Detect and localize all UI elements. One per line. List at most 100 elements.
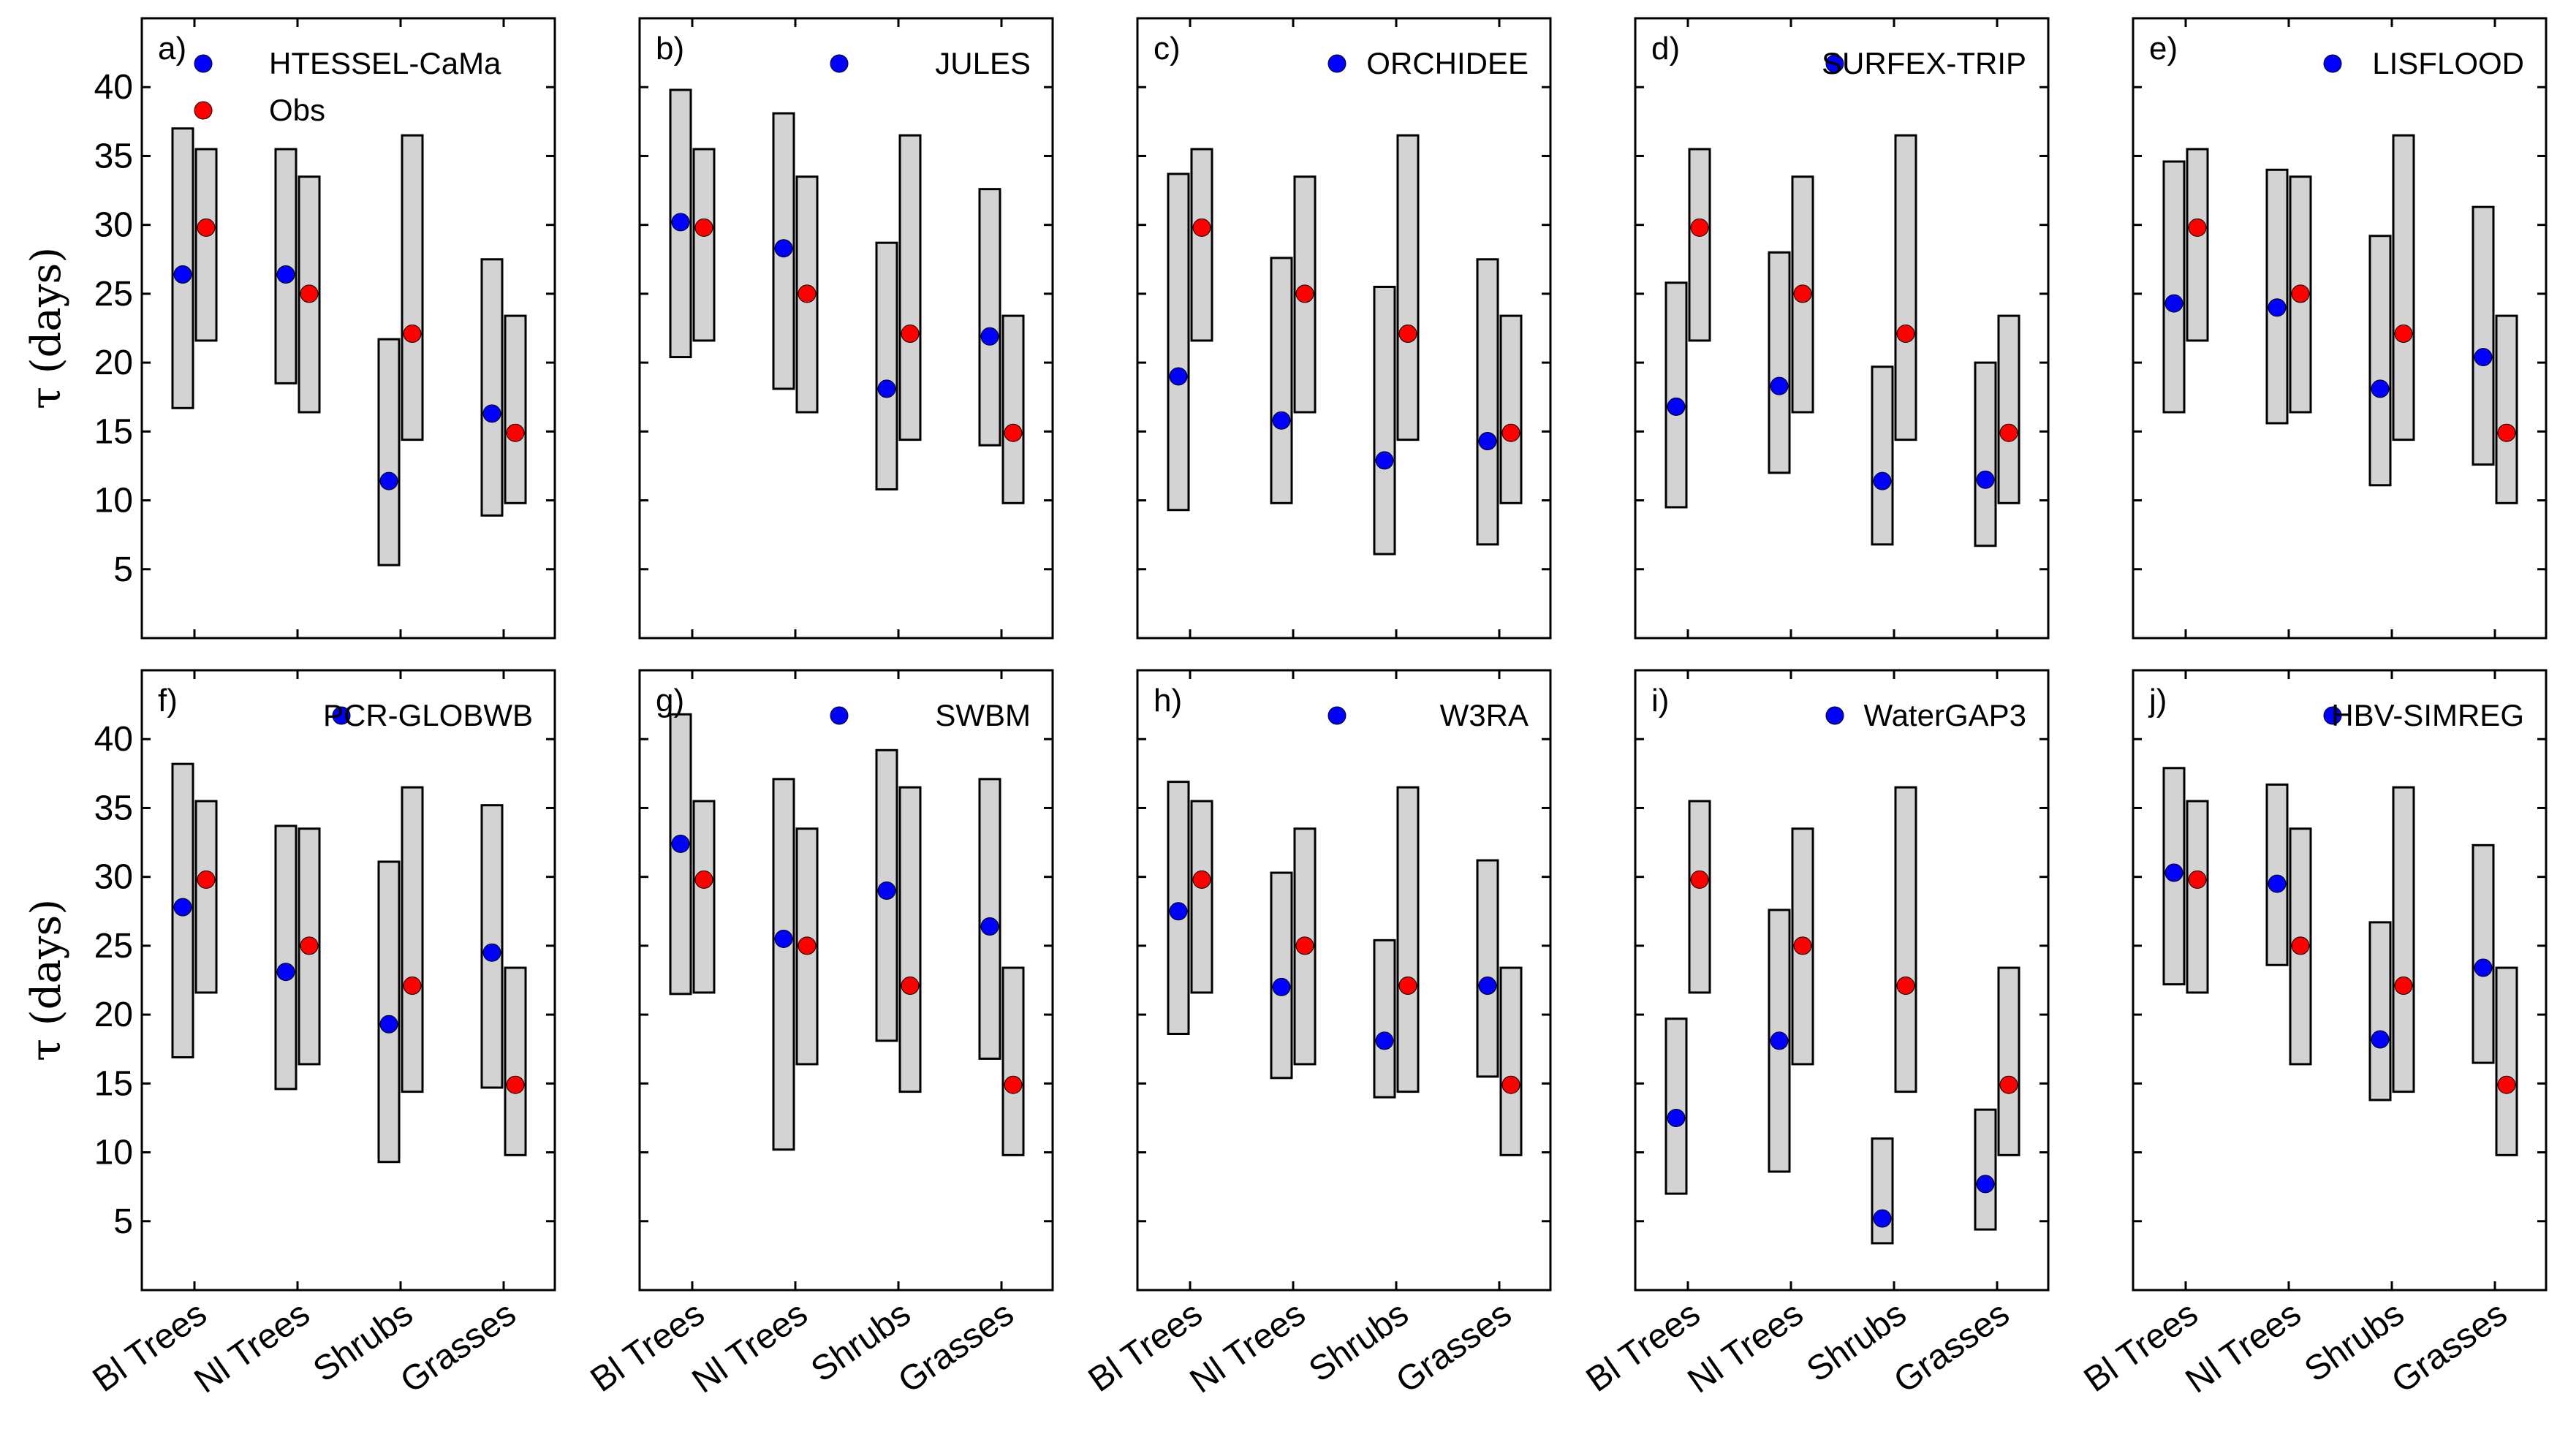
x-tick-label: Nl Trees [188, 1294, 317, 1401]
model-mean-point [774, 929, 793, 948]
legend-model-label: ORCHIDEE [1366, 46, 1529, 80]
legend-model-marker [1825, 54, 1844, 73]
model-mean-point [2164, 294, 2183, 313]
model-range-bar [2472, 843, 2495, 1064]
axes-frame [1136, 17, 1552, 640]
model-range-bar [2368, 921, 2392, 1102]
legend-model-marker [332, 706, 351, 725]
obs-range-bar [1997, 966, 2020, 1156]
panel-letter: f) [158, 683, 178, 718]
legend-model-label: W3RA [1440, 698, 1529, 732]
panel-letter: d) [1651, 31, 1680, 67]
legend: HTESSEL-CaMa Obs [194, 46, 501, 127]
model-mean-point [482, 404, 501, 423]
legend: PCR-GLOBWB [323, 698, 533, 732]
y-tick-label: 40 [94, 720, 133, 759]
y-tick-label: 30 [94, 206, 133, 245]
obs-mean-point [694, 870, 713, 889]
obs-range-bar [504, 966, 527, 1156]
model-mean-point [2268, 874, 2287, 893]
obs-range-bar [1688, 800, 1711, 994]
axes-frame [140, 17, 556, 640]
model-range-bar [978, 188, 1001, 447]
obs-range-bar [2495, 966, 2518, 1156]
model-mean-point [1667, 397, 1686, 416]
model-range-bar [1974, 1108, 1997, 1231]
model-mean-point [379, 471, 398, 490]
obs-range-bar [2495, 314, 2518, 504]
obs-range-bar [1499, 314, 1523, 504]
x-tick-label: Grasses [394, 1294, 523, 1401]
obs-range-bar [1396, 134, 1420, 441]
obs-range-bar [401, 786, 424, 1093]
legend-model-marker [830, 54, 849, 73]
y-tick-label: 40 [94, 68, 133, 107]
legend-model-marker [2323, 706, 2342, 725]
y-tick-label: 35 [94, 137, 133, 175]
obs-range-bar [898, 786, 922, 1093]
obs-mean-point [2497, 423, 2516, 442]
panel-letter: e) [2149, 31, 2178, 67]
model-mean-point [877, 379, 896, 398]
model-range-bar [480, 258, 504, 517]
model-mean-point [276, 963, 295, 982]
panel-e: e) LISFLOOD [2132, 17, 2548, 640]
model-mean-point [980, 327, 999, 346]
legend: ORCHIDEE [1327, 46, 1529, 80]
obs-mean-point [1004, 423, 1023, 442]
y-axis-label: τ (days) [23, 247, 70, 409]
legend-model-label: SURFEX-TRIP [1822, 46, 2026, 80]
legend-model-marker [1327, 706, 1347, 725]
x-tick-label: Grasses [1390, 1294, 1519, 1401]
model-mean-point [2164, 863, 2183, 882]
x-tick-label: Nl Trees [1183, 1294, 1313, 1401]
obs-range-bar [1190, 148, 1213, 342]
obs-range-bar [1894, 134, 1917, 441]
model-mean-point [1272, 977, 1291, 996]
obs-range-bar [2186, 800, 2209, 994]
legend-model-marker [2323, 54, 2342, 73]
obs-mean-point [1004, 1075, 1023, 1094]
obs-mean-point [506, 1075, 525, 1094]
axes-frame [2132, 17, 2548, 640]
obs-range-bar [1997, 314, 2020, 504]
panel-d: d) SURFEX-TRIP [1634, 17, 2050, 640]
model-mean-point [1169, 367, 1188, 386]
axes-frame [638, 17, 1054, 640]
legend: WaterGAP3 [1825, 698, 2026, 732]
obs-range-bar [1499, 966, 1523, 1156]
legend: JULES [830, 46, 1031, 80]
legend: HBV-SIMREG [2323, 698, 2524, 732]
x-tick-label: Nl Trees [686, 1294, 815, 1401]
axes-frame [1634, 669, 2050, 1292]
obs-mean-point [1192, 218, 1211, 237]
obs-mean-point [2497, 1075, 2516, 1094]
model-mean-point [1770, 1031, 1789, 1050]
model-range-bar [1664, 1017, 1688, 1195]
x-tick-label: Bl Trees [2077, 1294, 2205, 1400]
model-range-bar [978, 778, 1001, 1060]
obs-mean-point [2394, 977, 2413, 996]
x-tick-label: Grasses [2385, 1294, 2515, 1401]
model-mean-point [671, 834, 690, 853]
obs-range-bar [194, 148, 218, 342]
obs-range-bar [504, 314, 527, 504]
legend: SWBM [830, 698, 1031, 732]
model-range-bar [1476, 258, 1499, 546]
model-mean-point [774, 239, 793, 258]
panel-b: b) JULES [638, 17, 1054, 640]
obs-mean-point [2188, 218, 2207, 237]
panel-letter: j) [2148, 683, 2167, 718]
model-range-bar [1476, 859, 1499, 1078]
model-mean-point [2474, 958, 2493, 977]
obs-range-bar [1894, 786, 1917, 1093]
y-tick-label: 15 [94, 1064, 133, 1103]
model-mean-point [482, 943, 501, 962]
model-range-bar [1373, 939, 1396, 1099]
obs-mean-point [1690, 218, 1709, 237]
obs-range-bar [692, 148, 716, 342]
y-tick-label: 25 [94, 927, 133, 966]
